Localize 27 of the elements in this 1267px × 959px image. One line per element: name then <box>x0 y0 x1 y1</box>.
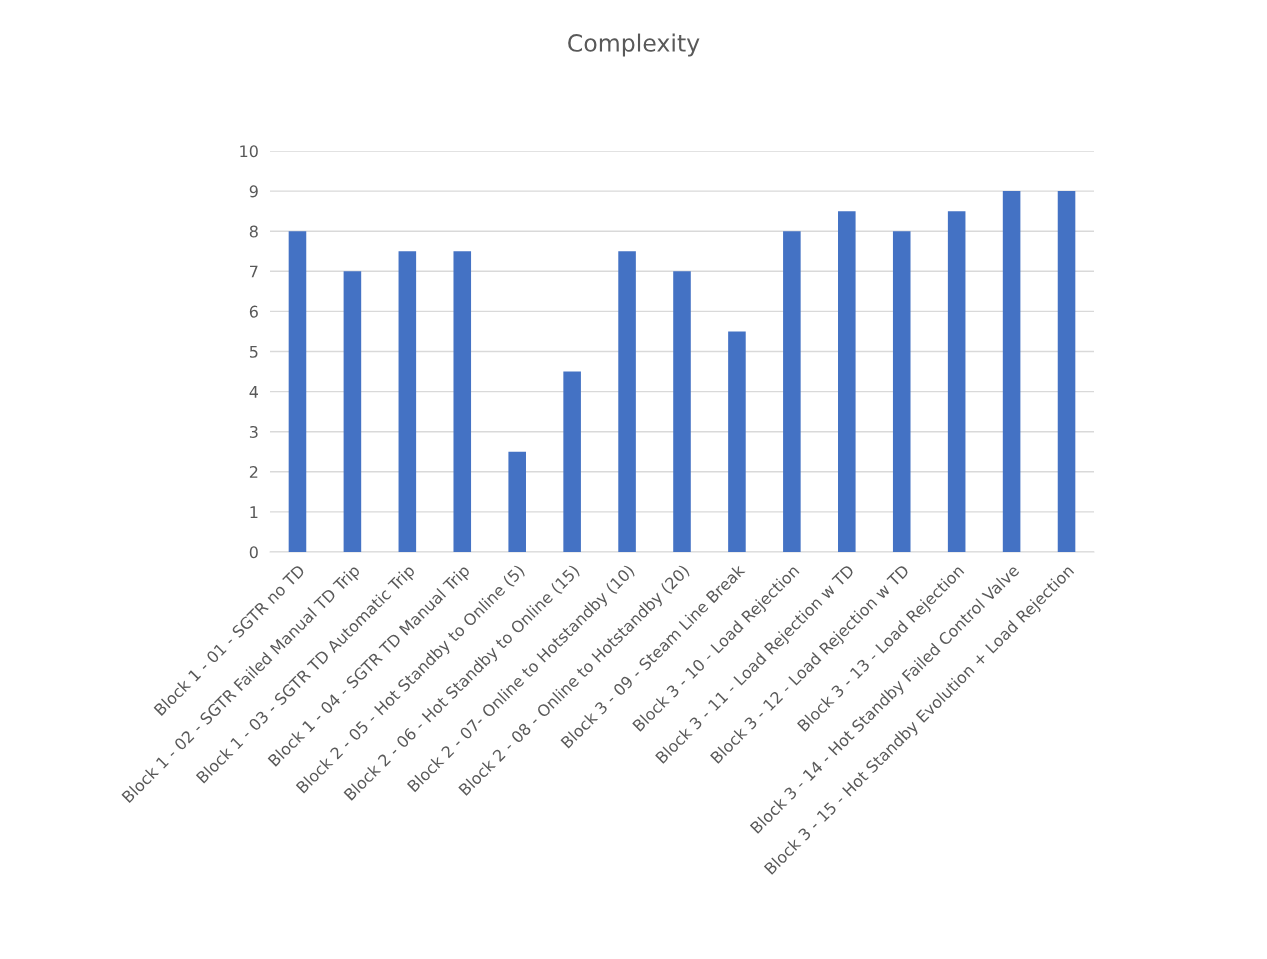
bar <box>288 231 307 552</box>
bar <box>1057 191 1076 552</box>
y-tick-label: 6 <box>249 305 258 318</box>
bar <box>838 211 856 552</box>
y-tick-label: 3 <box>249 425 258 438</box>
bar <box>947 211 966 552</box>
y-tick-label: 7 <box>250 265 258 278</box>
y-tick-label: 4 <box>249 386 258 398</box>
bar <box>673 271 691 552</box>
bar <box>783 231 801 552</box>
bar <box>618 251 636 552</box>
y-tick-label: 8 <box>249 225 258 238</box>
bar <box>343 271 362 552</box>
bar <box>563 371 581 552</box>
bar <box>453 251 472 552</box>
chart-title: Complexity <box>568 33 700 57</box>
y-tick-label: 10 <box>240 145 258 158</box>
y-tick-label: 9 <box>249 185 258 198</box>
y-tick-label: 5 <box>249 345 258 358</box>
y-tick-label: 2 <box>249 466 258 478</box>
bar <box>398 251 417 552</box>
bar <box>892 231 911 552</box>
bar <box>728 331 746 552</box>
y-tick-label: 0 <box>249 546 258 559</box>
bar <box>508 451 526 552</box>
y-tick-label: 1 <box>250 506 258 518</box>
bar <box>1002 191 1021 552</box>
